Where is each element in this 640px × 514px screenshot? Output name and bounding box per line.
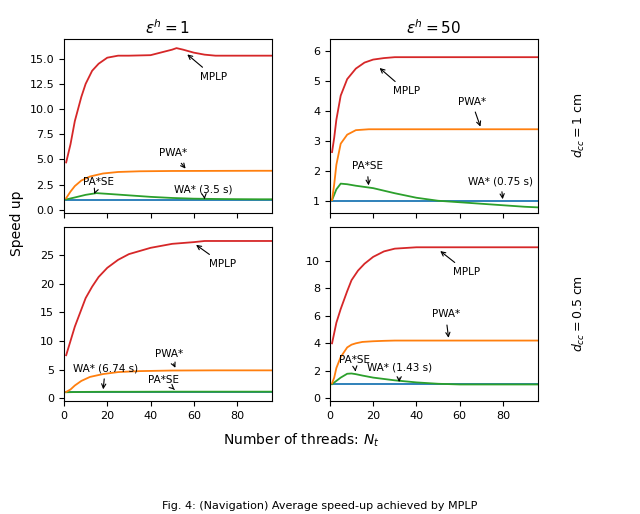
Text: MPLP: MPLP [188, 55, 227, 82]
Title: $\varepsilon^h = 1$: $\varepsilon^h = 1$ [145, 19, 191, 38]
Text: $d_{cc} = 1$ cm: $d_{cc} = 1$ cm [571, 93, 587, 158]
Text: WA* (0.75 s): WA* (0.75 s) [468, 176, 533, 198]
Text: PWA*: PWA* [458, 97, 486, 125]
Text: PA*SE: PA*SE [351, 161, 383, 184]
Text: MPLP: MPLP [197, 246, 236, 269]
Text: PWA*: PWA* [431, 309, 460, 337]
Text: PA*SE: PA*SE [148, 375, 179, 390]
Text: PA*SE: PA*SE [83, 177, 115, 193]
Text: Fig. 4: (Navigation) Average speed-up achieved by MPLP: Fig. 4: (Navigation) Average speed-up ac… [163, 501, 477, 511]
Text: MPLP: MPLP [441, 252, 481, 277]
Text: WA* (1.43 s): WA* (1.43 s) [367, 362, 432, 381]
Text: PWA*: PWA* [159, 149, 188, 168]
Text: Speed up: Speed up [10, 191, 24, 256]
Text: WA* (3.5 s): WA* (3.5 s) [174, 185, 233, 198]
Title: $\varepsilon^h = 50$: $\varepsilon^h = 50$ [406, 19, 461, 38]
Text: MPLP: MPLP [381, 69, 420, 96]
Text: PA*SE: PA*SE [339, 355, 369, 371]
Text: Number of threads: $N_t$: Number of threads: $N_t$ [223, 432, 379, 449]
Text: $d_{cc} = 0.5$ cm: $d_{cc} = 0.5$ cm [571, 276, 587, 352]
Text: PWA*: PWA* [155, 348, 183, 366]
Text: WA* (6.74 s): WA* (6.74 s) [73, 363, 138, 388]
